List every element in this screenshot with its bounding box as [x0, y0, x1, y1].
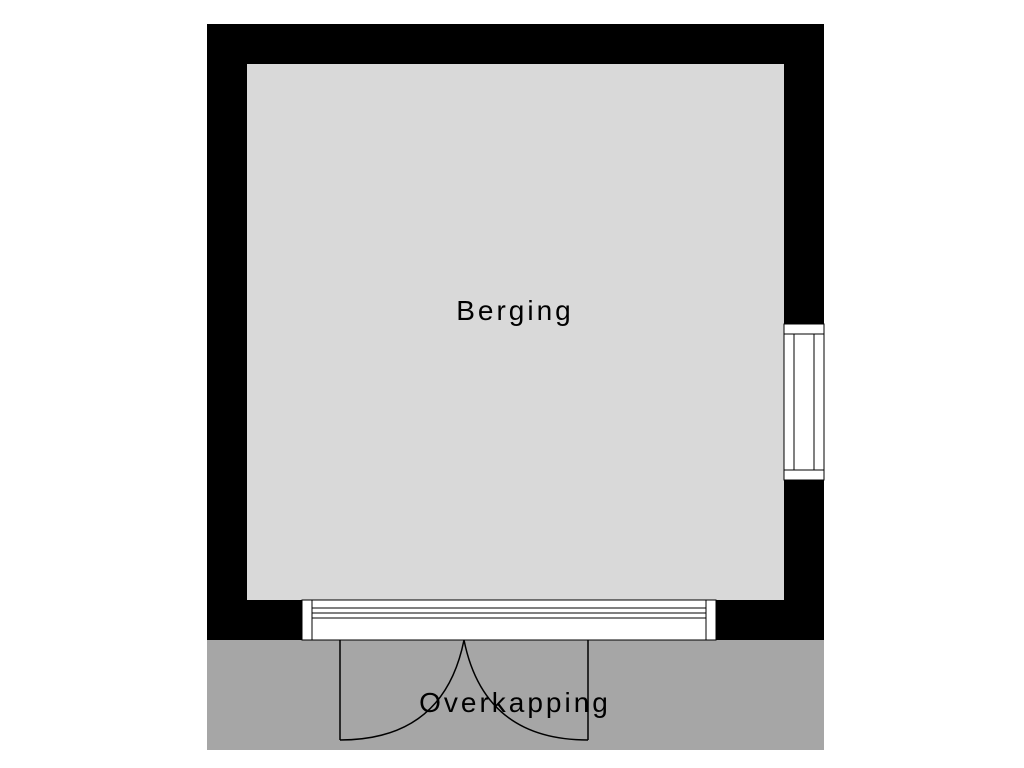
berging-floor [247, 64, 784, 600]
window [784, 324, 824, 480]
floorplan: Berging Overkapping [0, 0, 1024, 768]
overkapping-label: Overkapping [419, 687, 611, 718]
berging-label: Berging [456, 295, 574, 326]
